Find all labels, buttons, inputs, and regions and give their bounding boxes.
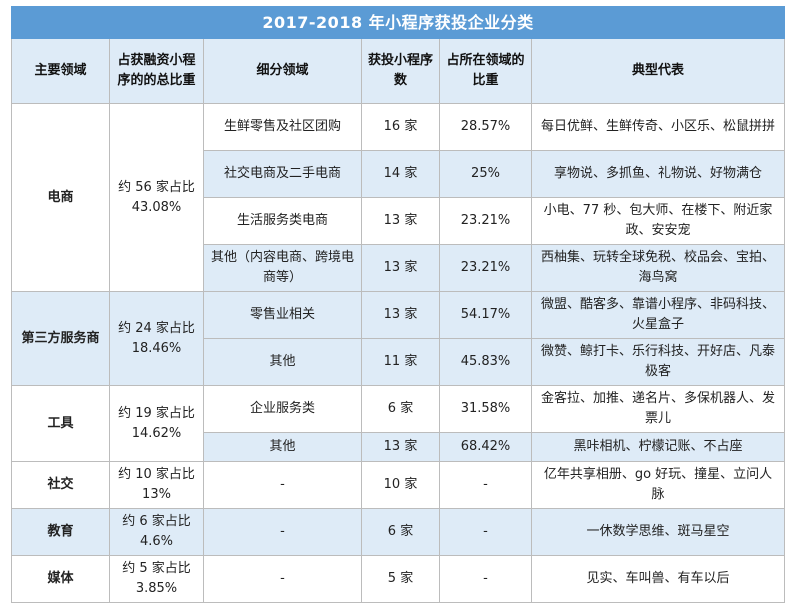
ratio-cell: - <box>439 555 532 603</box>
header-count: 获投小程序数 <box>361 38 440 104</box>
ratio-cell: 45.83% <box>439 338 532 386</box>
examples-cell: 黑咔相机、柠檬记账、不占座 <box>530 432 786 462</box>
ratio-cell: 28.57% <box>439 103 532 151</box>
examples-cell: 西柚集、玩转全球免税、校品会、宝拍、海鸟窝 <box>530 244 786 292</box>
count-cell: 13 家 <box>361 291 440 339</box>
table-row: 生活服务类电商 13 家 23.21% 小电、77 秒、包大师、在楼下、附近家政… <box>12 197 786 245</box>
ratio-cell: 31.58% <box>439 385 532 433</box>
main-field-cell: 工具 <box>11 385 110 462</box>
count-cell: 14 家 <box>361 150 440 198</box>
examples-cell: 享物说、多抓鱼、礼物说、好物满仓 <box>530 150 786 198</box>
table-row: 其他（内容电商、跨境电商等） 13 家 23.21% 西柚集、玩转全球免税、校品… <box>12 244 786 292</box>
examples-cell: 微赞、鲸打卡、乐行科技、开好店、凡泰极客 <box>530 338 786 386</box>
examples-cell: 金客拉、加推、递名片、多保机器人、发票儿 <box>530 385 786 433</box>
sub-field-cell: - <box>203 555 362 603</box>
sub-field-cell: - <box>203 461 362 509</box>
share-cell: 约 19 家占比 14.62% <box>109 385 204 462</box>
header-examples: 典型代表 <box>530 38 786 104</box>
main-field-cell: 第三方服务商 <box>11 291 110 386</box>
sub-field-cell: 企业服务类 <box>203 385 362 433</box>
header-main-field: 主要领域 <box>11 38 110 104</box>
count-cell: 13 家 <box>361 197 440 245</box>
share-cell: 约 56 家占比 43.08% <box>109 103 204 292</box>
table-row: 电商 约 56 家占比 43.08% 生鲜零售及社区团购 16 家 28.57%… <box>11 103 786 292</box>
table-row: 教育 约 6 家占比 4.6% - 6 家 - 一休数学思维、斑马星空 <box>11 508 786 556</box>
sub-field-cell: 生活服务类电商 <box>203 197 362 245</box>
table-title: 2017-2018 年小程序获投企业分类 <box>10 6 786 39</box>
sub-field-cell: - <box>203 508 362 556</box>
ratio-cell: 68.42% <box>439 432 532 462</box>
header-row: 主要领域 占获融资小程序的的总比重 细分领域 获投小程序数 占所在领域的比重 典… <box>11 38 786 104</box>
share-cell: 约 10 家占比 13% <box>109 461 204 509</box>
share-cell: 约 5 家占比 3.85% <box>109 555 204 603</box>
table-row: 社交电商及二手电商 14 家 25% 享物说、多抓鱼、礼物说、好物满仓 <box>12 150 786 198</box>
ratio-cell: 25% <box>439 150 532 198</box>
count-cell: 6 家 <box>361 508 440 556</box>
sub-field-cell: 其他（内容电商、跨境电商等） <box>203 244 362 292</box>
examples-cell: 微盟、酷客多、靠谱小程序、非码科技、火星盒子 <box>530 291 786 339</box>
examples-cell: 亿年共享相册、go 好玩、撞星、立问人脉 <box>530 461 786 509</box>
count-cell: 10 家 <box>361 461 440 509</box>
main-field-cell: 社交 <box>11 461 110 509</box>
examples-cell: 一休数学思维、斑马星空 <box>530 508 786 556</box>
header-ratio: 占所在领域的比重 <box>439 38 532 104</box>
main-field-cell: 电商 <box>11 103 110 292</box>
share-cell: 约 24 家占比 18.46% <box>109 291 204 386</box>
examples-cell: 每日优鲜、生鲜传奇、小区乐、松鼠拼拼 <box>530 103 786 151</box>
sub-field-cell: 生鲜零售及社区团购 <box>203 103 362 151</box>
sub-field-cell: 其他 <box>203 432 362 462</box>
count-cell: 13 家 <box>361 244 440 292</box>
table-row: 媒体 约 5 家占比 3.85% - 5 家 - 见实、车叫兽、有车以后 <box>11 555 786 603</box>
table-row: 工具 约 19 家占比 14.62% 企业服务类 6 家 31.58% 金客拉、… <box>11 385 786 462</box>
ratio-cell: 54.17% <box>439 291 532 339</box>
sub-field-cell: 其他 <box>203 338 362 386</box>
share-cell: 约 6 家占比 4.6% <box>109 508 204 556</box>
ratio-cell: - <box>439 508 532 556</box>
table-row: 其他 13 家 68.42% 黑咔相机、柠檬记账、不占座 <box>12 432 786 462</box>
sub-field-cell: 社交电商及二手电商 <box>203 150 362 198</box>
sub-field-cell: 零售业相关 <box>203 291 362 339</box>
header-share: 占获融资小程序的的总比重 <box>109 38 204 104</box>
classification-table: 2017-2018 年小程序获投企业分类 主要领域 占获融资小程序的的总比重 细… <box>10 6 786 603</box>
classification-table-container: 2017-2018 年小程序获投企业分类 主要领域 占获融资小程序的的总比重 细… <box>10 6 786 603</box>
table-row: 社交 约 10 家占比 13% - 10 家 - 亿年共享相册、go 好玩、撞星… <box>11 461 786 509</box>
main-field-cell: 教育 <box>11 508 110 556</box>
count-cell: 11 家 <box>361 338 440 386</box>
title-row: 2017-2018 年小程序获投企业分类 <box>10 6 786 39</box>
table-row: 其他 11 家 45.83% 微赞、鲸打卡、乐行科技、开好店、凡泰极客 <box>12 338 786 386</box>
main-field-cell: 媒体 <box>11 555 110 603</box>
table-row: 第三方服务商 约 24 家占比 18.46% 零售业相关 13 家 54.17%… <box>11 291 786 386</box>
header-sub-field: 细分领域 <box>203 38 362 104</box>
examples-cell: 小电、77 秒、包大师、在楼下、附近家政、安安宠 <box>530 197 786 245</box>
ratio-cell: - <box>439 461 532 509</box>
count-cell: 13 家 <box>361 432 440 462</box>
ratio-cell: 23.21% <box>439 244 532 292</box>
count-cell: 6 家 <box>361 385 440 433</box>
count-cell: 5 家 <box>361 555 440 603</box>
examples-cell: 见实、车叫兽、有车以后 <box>530 555 786 603</box>
ratio-cell: 23.21% <box>439 197 532 245</box>
count-cell: 16 家 <box>361 103 440 151</box>
